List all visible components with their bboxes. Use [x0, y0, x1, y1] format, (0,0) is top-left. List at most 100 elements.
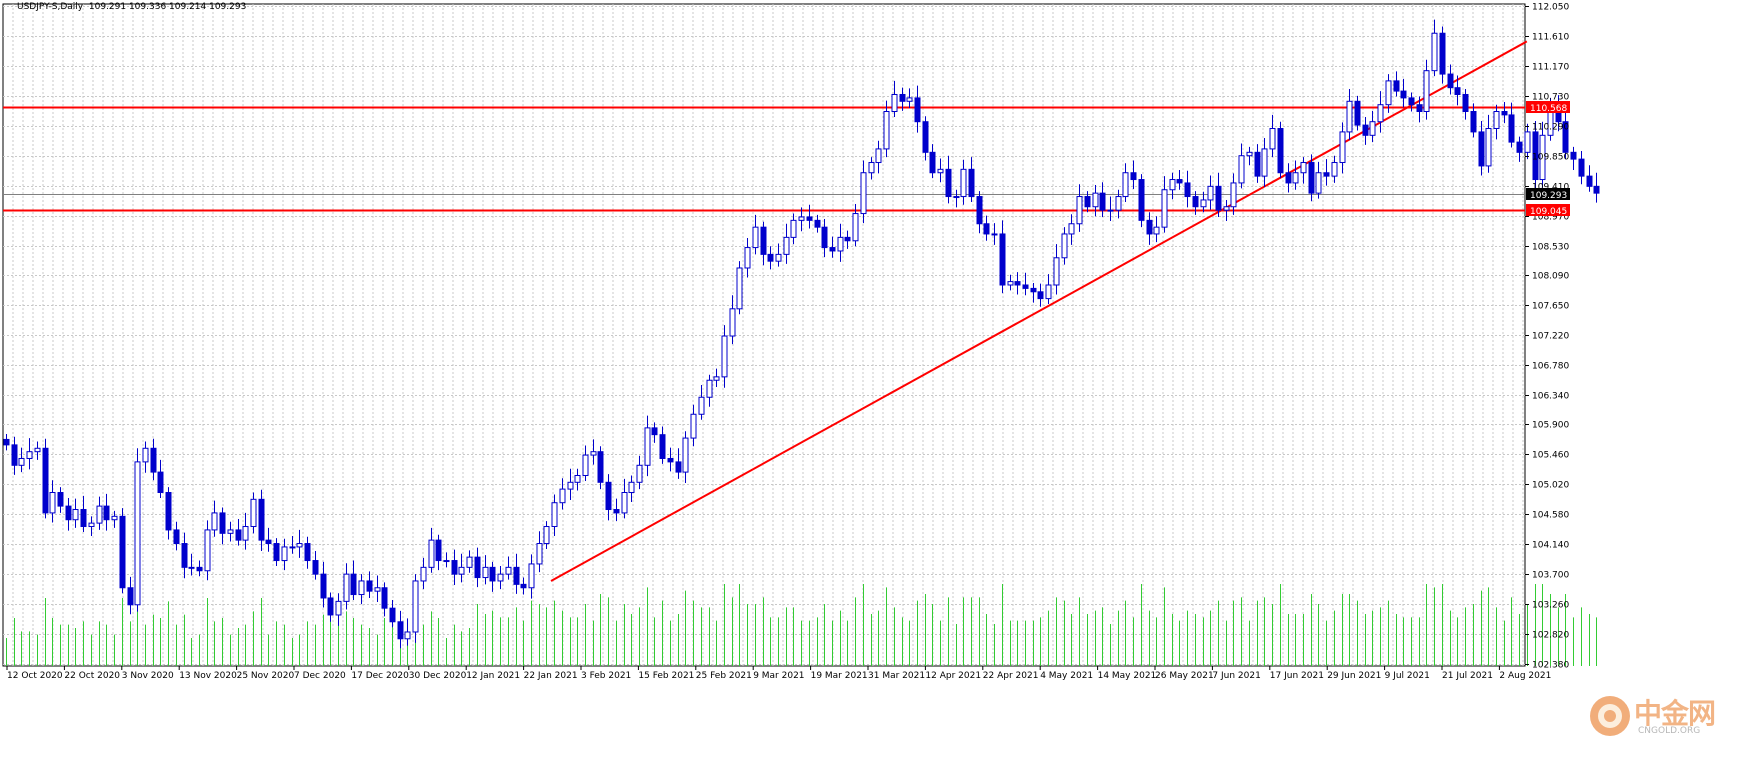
candle-body-bull	[466, 556, 473, 568]
candle	[1184, 170, 1191, 208]
candle	[852, 204, 859, 247]
candle-body-bear	[1014, 281, 1021, 286]
candle	[250, 492, 257, 534]
candle	[1176, 170, 1183, 190]
y-tick-label: 107.220	[1532, 332, 1569, 342]
support-price-tag: 109.045	[1530, 207, 1567, 217]
candle	[420, 557, 427, 590]
candle	[968, 157, 975, 202]
candle-body-bull	[991, 233, 998, 236]
candle-body-bull	[559, 488, 566, 504]
candle	[57, 487, 64, 513]
candle-body-bull	[1339, 131, 1346, 164]
candle-body-bull	[621, 492, 628, 514]
candle	[636, 455, 643, 490]
candle	[1508, 102, 1515, 148]
candle	[1246, 146, 1253, 166]
x-tick-label: 21 Jul 2021	[1442, 671, 1493, 681]
candle-body-bear	[914, 97, 921, 123]
candle	[443, 552, 450, 568]
candle-body-bull	[34, 447, 41, 453]
candle-body-bull	[798, 216, 805, 221]
candle-body-bear	[945, 168, 952, 198]
candle-body-bull	[1053, 257, 1060, 286]
candle	[914, 85, 921, 133]
x-tick-label: 22 Apr 2021	[983, 671, 1039, 681]
candle-body-bull	[374, 587, 381, 592]
candle	[474, 547, 481, 588]
candle	[242, 512, 249, 550]
candle-body-bear	[1030, 287, 1037, 293]
candle	[1478, 121, 1485, 176]
candle-body-bear	[1176, 179, 1183, 184]
candle	[404, 618, 411, 646]
candle	[513, 553, 520, 594]
candle-body-bear	[57, 492, 64, 507]
candle-body-bull	[227, 529, 234, 534]
candle-body-bear	[327, 597, 334, 616]
candle	[829, 236, 836, 258]
candle	[451, 549, 458, 586]
candle-body-bear	[1138, 179, 1145, 221]
candle-body-bear	[968, 168, 975, 198]
candle-body-bull	[698, 396, 705, 415]
candle-body-bull	[1493, 110, 1500, 130]
candle	[1377, 91, 1384, 133]
candle-body-bull	[875, 148, 882, 164]
candle-body-bull	[358, 580, 365, 596]
candle	[196, 560, 203, 577]
candle	[1393, 71, 1400, 97]
candle	[1385, 74, 1392, 113]
candle-body-bear	[767, 253, 774, 262]
candle	[1470, 103, 1477, 138]
candle	[868, 157, 875, 180]
candle	[597, 446, 604, 490]
x-tick-label: 14 May 2021	[1098, 671, 1157, 681]
x-tick-label: 4 May 2021	[1040, 671, 1093, 681]
candle-body-bull	[134, 461, 141, 606]
candle-body-bear	[219, 512, 226, 534]
candle-body-bear	[1478, 131, 1485, 167]
candle	[505, 556, 512, 580]
candle-body-bear	[258, 498, 265, 541]
candle-body-bear	[65, 505, 72, 521]
x-tick-label: 12 Jan 2021	[466, 671, 520, 681]
candle-body-bull	[250, 498, 257, 528]
candle-body-bear	[1408, 97, 1415, 106]
candle	[96, 496, 103, 530]
candle-body-bull	[1092, 192, 1099, 208]
candle	[358, 574, 365, 605]
candle-body-bear	[1516, 141, 1523, 153]
candle-body-bull	[335, 600, 342, 616]
candle-body-bear	[1362, 124, 1369, 136]
candle	[343, 563, 350, 610]
candle-body-bull	[906, 97, 913, 102]
candle	[1238, 143, 1245, 189]
candle-body-bear	[1508, 114, 1515, 143]
candle-body-bear	[1323, 172, 1330, 177]
candle-body-bear	[976, 196, 983, 225]
candle-body-bull	[883, 110, 890, 150]
candle-body-bear	[613, 509, 620, 514]
candle-body-bull	[404, 631, 411, 640]
candle	[1423, 59, 1430, 120]
candle	[1354, 95, 1361, 131]
watermark-logo-icon	[1590, 696, 1630, 736]
candle	[999, 220, 1006, 294]
candle-body-bear	[1462, 93, 1469, 112]
candle	[983, 215, 990, 241]
candle	[18, 447, 25, 473]
candle	[72, 498, 79, 528]
candle	[1562, 109, 1569, 160]
candle-body-bull	[1346, 100, 1353, 133]
candle-body-bull	[953, 196, 960, 199]
candle	[953, 189, 960, 208]
candle-body-bear	[397, 621, 404, 640]
candle-body-bull	[1230, 182, 1237, 208]
candle	[1200, 191, 1207, 213]
candle	[760, 221, 767, 266]
candle-body-bull	[574, 474, 581, 483]
candle	[675, 448, 682, 479]
